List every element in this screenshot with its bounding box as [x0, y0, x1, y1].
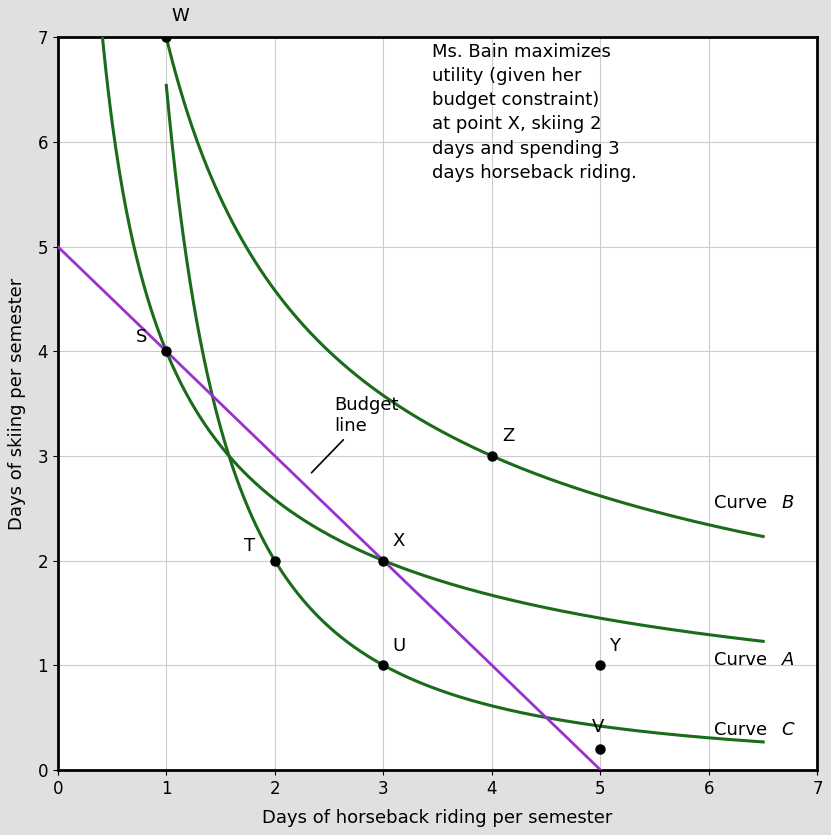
- Text: W: W: [172, 7, 189, 25]
- Text: S: S: [136, 328, 147, 346]
- Y-axis label: Days of skiing per semester: Days of skiing per semester: [8, 277, 27, 529]
- Text: Curve: Curve: [715, 721, 773, 739]
- Text: Ms. Bain maximizes
utility (given her
budget constraint)
at point X, skiing 2
da: Ms. Bain maximizes utility (given her bu…: [432, 43, 637, 182]
- Text: Curve: Curve: [715, 651, 773, 669]
- Text: Budget
line: Budget line: [312, 396, 399, 473]
- Text: V: V: [592, 718, 604, 736]
- Text: B: B: [782, 494, 794, 512]
- Text: Curve: Curve: [715, 494, 773, 512]
- Text: X: X: [392, 532, 405, 550]
- Text: Y: Y: [609, 637, 620, 655]
- Text: U: U: [392, 637, 406, 655]
- Text: Z: Z: [503, 428, 515, 445]
- Text: T: T: [244, 537, 256, 555]
- Text: C: C: [782, 721, 794, 739]
- X-axis label: Days of horseback riding per semester: Days of horseback riding per semester: [263, 808, 612, 827]
- Text: A: A: [782, 651, 794, 669]
